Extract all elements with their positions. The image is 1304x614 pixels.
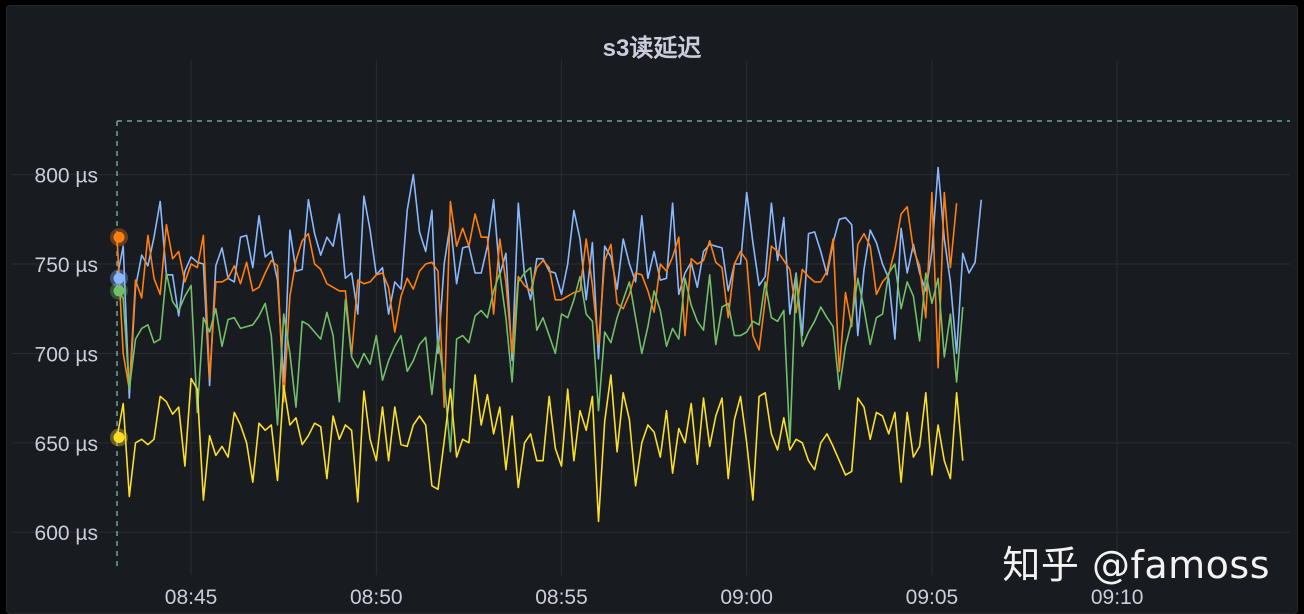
x-tick-label: 09:05 [906,586,959,609]
series-start-marker[interactable] [113,285,125,297]
series-lines [116,166,983,523]
x-tick-label: 08:55 [535,586,588,609]
y-tick-label: 800 µs [35,165,98,188]
y-tick-label: 700 µs [35,343,98,366]
x-tick-label: 09:00 [720,586,773,609]
y-axis: 600 µs 650 µs 700 µs 750 µs 800 µs [35,165,98,546]
series-start-marker[interactable] [113,272,125,284]
x-tick-label: 08:45 [165,586,218,609]
watermark: 知乎 @famoss [1002,543,1270,587]
series-line-2[interactable] [116,191,958,408]
y-tick-label: 750 µs [35,254,98,277]
x-tick-label: 09:10 [1091,586,1144,609]
chart-panel: s3读延迟 [6,5,1298,614]
x-axis: 08:45 08:50 08:55 09:00 09:05 09:10 [165,586,1144,609]
y-tick-label: 650 µs [35,433,98,456]
x-tick-label: 08:50 [350,586,403,609]
series-line-1[interactable] [116,166,983,399]
series-start-marker[interactable] [113,231,125,243]
panel-title[interactable]: s3读延迟 [602,35,702,62]
y-tick-label: 600 µs [35,522,98,545]
series-line-4[interactable] [116,374,964,523]
grid [12,60,1290,575]
series-line-3[interactable] [116,263,964,453]
series-start-markers [110,228,128,447]
series-start-marker[interactable] [113,431,125,443]
